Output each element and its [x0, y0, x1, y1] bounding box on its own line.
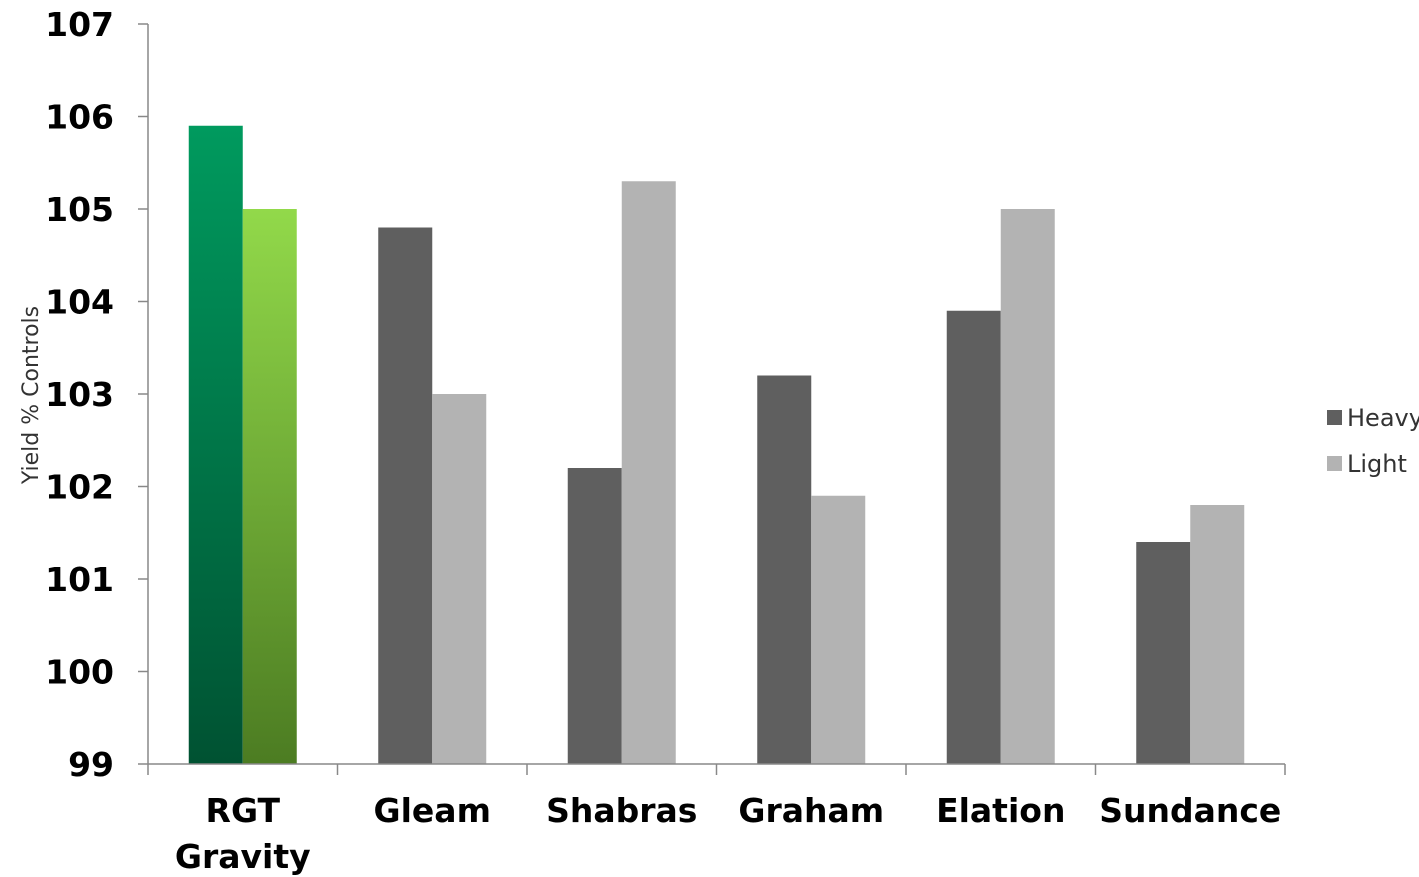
- bar-gleam-heavy: [378, 228, 432, 765]
- y-tick-label: 103: [45, 375, 114, 414]
- x-tick-label: Shabras: [546, 791, 697, 830]
- x-tick-label: Gleam: [374, 791, 491, 830]
- y-tick-label: 104: [45, 283, 114, 322]
- bar-elation-heavy: [947, 311, 1001, 764]
- bar-graham-heavy: [757, 376, 811, 765]
- y-tick-label: 106: [45, 98, 114, 137]
- bar-rgt-gravity-light: [243, 209, 297, 764]
- y-tick-label: 101: [45, 560, 114, 599]
- x-tick-labels: RGT Gravity Gleam Shabras Graham Elation Sunda…: [175, 791, 1281, 876]
- legend-label-light: Light: [1347, 450, 1407, 478]
- y-tick-label: 99: [68, 745, 114, 784]
- x-tick-label: Elation: [936, 791, 1065, 830]
- y-tick-label: 107: [45, 5, 114, 44]
- y-tick-labels: 99 100 101 102 103 104 105 106 107: [45, 5, 114, 784]
- legend-label-heavy: Heavy: [1347, 404, 1419, 432]
- bar-graham-light: [811, 496, 865, 764]
- axes-group: [138, 24, 1285, 775]
- bar-shabras-light: [622, 181, 676, 764]
- bars-group: [189, 126, 1245, 764]
- legend-swatch-light: [1327, 456, 1342, 471]
- legend: Heavy Light: [1327, 404, 1419, 478]
- y-tick-label: 102: [45, 468, 114, 507]
- bar-elation-light: [1001, 209, 1055, 764]
- y-tick-label: 100: [45, 653, 114, 692]
- bar-rgt-gravity-heavy: [189, 126, 243, 764]
- y-axis-label: Yield % Controls: [19, 306, 44, 485]
- bar-shabras-heavy: [568, 468, 622, 764]
- x-tick-label: Sundance: [1099, 791, 1281, 830]
- y-tick-label: 105: [45, 190, 114, 229]
- x-tick-label: Graham: [738, 791, 884, 830]
- legend-swatch-heavy: [1327, 410, 1342, 425]
- bar-gleam-light: [432, 394, 486, 764]
- bar-sundance-light: [1190, 505, 1244, 764]
- x-tick-label: Gravity: [175, 837, 311, 876]
- bar-sundance-heavy: [1136, 542, 1190, 764]
- x-tick-label: RGT: [206, 791, 281, 830]
